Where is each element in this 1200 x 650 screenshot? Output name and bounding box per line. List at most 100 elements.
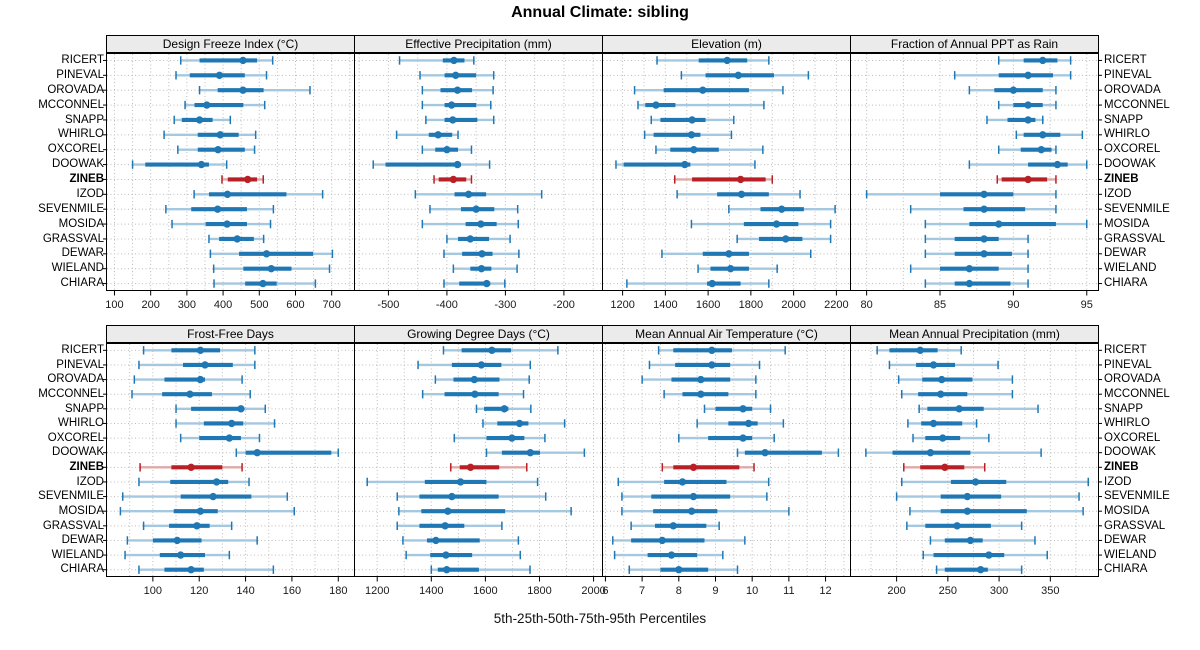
percentile-row-dewar xyxy=(443,249,520,259)
site-label-sevenmile: SEVENMILE xyxy=(38,202,104,215)
panel-strip-effective-precipitation-mm: Effective Precipitation (mm) xyxy=(354,35,603,53)
panel-mean-annual-air-temperature-c: 6 7 8 9 10 11 12 xyxy=(602,343,851,597)
percentile-row-orovada xyxy=(198,85,311,95)
median-dot xyxy=(926,448,935,457)
percentile-row-chiara xyxy=(138,565,275,574)
x-tick-label: -500 xyxy=(377,299,399,311)
x-tick-label: 600 xyxy=(286,299,304,311)
median-dot xyxy=(464,190,473,199)
percentile-row-mcconnel xyxy=(131,389,251,399)
percentile-row-pineval xyxy=(680,71,810,80)
median-dot xyxy=(678,478,687,486)
percentile-row-grassval xyxy=(142,521,233,531)
median-dot xyxy=(187,463,195,472)
median-dot xyxy=(658,536,666,545)
percentile-row-doowak xyxy=(736,448,840,457)
site-label-snapp: SNAPP xyxy=(1104,402,1143,415)
percentile-row-zineb xyxy=(433,175,473,184)
median-dot xyxy=(761,448,769,457)
percentile-row-dewar xyxy=(126,536,258,545)
site-label-pineval: PINEVAL xyxy=(56,358,104,371)
percentile-row-mosida xyxy=(171,219,272,229)
median-dot xyxy=(1024,116,1032,124)
percentile-row-sevenmile xyxy=(121,492,289,501)
site-label-mosida: MOSIDA xyxy=(1104,504,1150,517)
percentile-row-sevenmile xyxy=(621,492,768,501)
percentile-row-oxcorel xyxy=(177,145,256,154)
site-label-zineb: ZINEB xyxy=(69,461,105,473)
percentile-row-mcconnel xyxy=(663,389,757,399)
site-label-dewar: DEWAR xyxy=(61,534,104,547)
percentile-row-chiara xyxy=(443,279,506,288)
site-label-whirlo: WHIRLO xyxy=(58,128,104,141)
site-label-izod: IZOD xyxy=(1104,475,1132,488)
percentile-row-zineb xyxy=(221,175,265,184)
site-label-grassval: GRASSVAL xyxy=(1104,519,1166,532)
site-label-doowak: DOOWAK xyxy=(52,446,104,459)
site-label-izod: IZOD xyxy=(1104,187,1132,200)
x-tick-label: 1600 xyxy=(696,299,720,311)
median-dot xyxy=(777,205,786,213)
median-dot xyxy=(687,507,696,515)
site-label-oxcorel: OXCOREL xyxy=(47,143,104,156)
x-tick-label: 8 xyxy=(676,585,682,597)
percentile-row-doowak xyxy=(485,448,586,457)
percentile-row-izod xyxy=(414,190,543,199)
percentile-row-orovada xyxy=(897,375,1014,384)
site-label-snapp: SNAPP xyxy=(65,402,104,415)
site-label-mcconnel: MCCONNEL xyxy=(38,98,104,111)
median-dot xyxy=(215,71,224,80)
median-dot xyxy=(953,522,961,530)
median-dot xyxy=(176,551,185,559)
percentile-row-wieland xyxy=(909,264,1029,273)
percentile-row-oxcorel xyxy=(453,433,546,443)
percentile-row-snapp xyxy=(918,404,1039,414)
x-tick-label: -400 xyxy=(436,299,458,311)
percentile-row-mosida xyxy=(924,219,1088,229)
median-dot xyxy=(955,405,963,413)
median-dot xyxy=(450,56,458,65)
x-tick-label: 10 xyxy=(746,585,758,597)
plot-title: Annual Climate: sibling xyxy=(511,4,689,21)
percentile-row-zineb xyxy=(996,175,1057,184)
median-dot xyxy=(500,405,509,413)
x-tick-label: 160 xyxy=(283,585,301,597)
median-dot xyxy=(477,361,486,369)
median-dot xyxy=(225,434,234,442)
median-dot xyxy=(739,405,747,413)
median-dot xyxy=(697,390,705,398)
site-label-oxcorel: OXCOREL xyxy=(47,431,104,444)
median-dot xyxy=(782,235,790,243)
percentile-row-orovada xyxy=(133,375,243,384)
median-dot xyxy=(233,235,241,243)
percentile-row-doowak xyxy=(131,160,228,169)
median-dot xyxy=(1037,145,1045,154)
percentile-row-whirlo xyxy=(1015,130,1084,140)
percentile-row-grassval xyxy=(396,521,503,531)
median-dot xyxy=(736,175,745,184)
median-dot xyxy=(971,478,980,486)
x-tick-label: 80 xyxy=(861,299,873,311)
median-dot xyxy=(216,131,224,139)
x-tick-label: 250 xyxy=(939,585,957,597)
percentile-row-grassval xyxy=(924,234,1029,244)
x-tick-label: 300 xyxy=(990,585,1008,597)
median-dot xyxy=(726,264,735,273)
site-label-mcconnel: MCCONNEL xyxy=(1104,387,1170,400)
median-dot xyxy=(708,361,716,369)
x-tick-label: 2000 xyxy=(581,585,605,597)
median-dot xyxy=(243,175,252,184)
site-label-mcconnel: MCCONNEL xyxy=(1104,98,1170,111)
median-dot xyxy=(456,478,465,486)
panel-growing-degree-days-c: 1200 1400 1600 1800 2000 xyxy=(354,343,606,597)
panel-mean-annual-precipitation-mm: 200 250 300 350 xyxy=(850,343,1102,597)
median-dot xyxy=(223,190,232,199)
median-dot xyxy=(675,565,683,574)
site-label-zineb: ZINEB xyxy=(69,173,105,185)
median-dot xyxy=(734,71,742,80)
x-tick-label: 90 xyxy=(1007,299,1019,311)
percentile-row-grassval xyxy=(736,234,832,244)
site-label-oxcorel: OXCOREL xyxy=(1104,143,1161,156)
median-dot xyxy=(187,565,195,574)
site-label-doowak: DOOWAK xyxy=(1104,446,1156,459)
